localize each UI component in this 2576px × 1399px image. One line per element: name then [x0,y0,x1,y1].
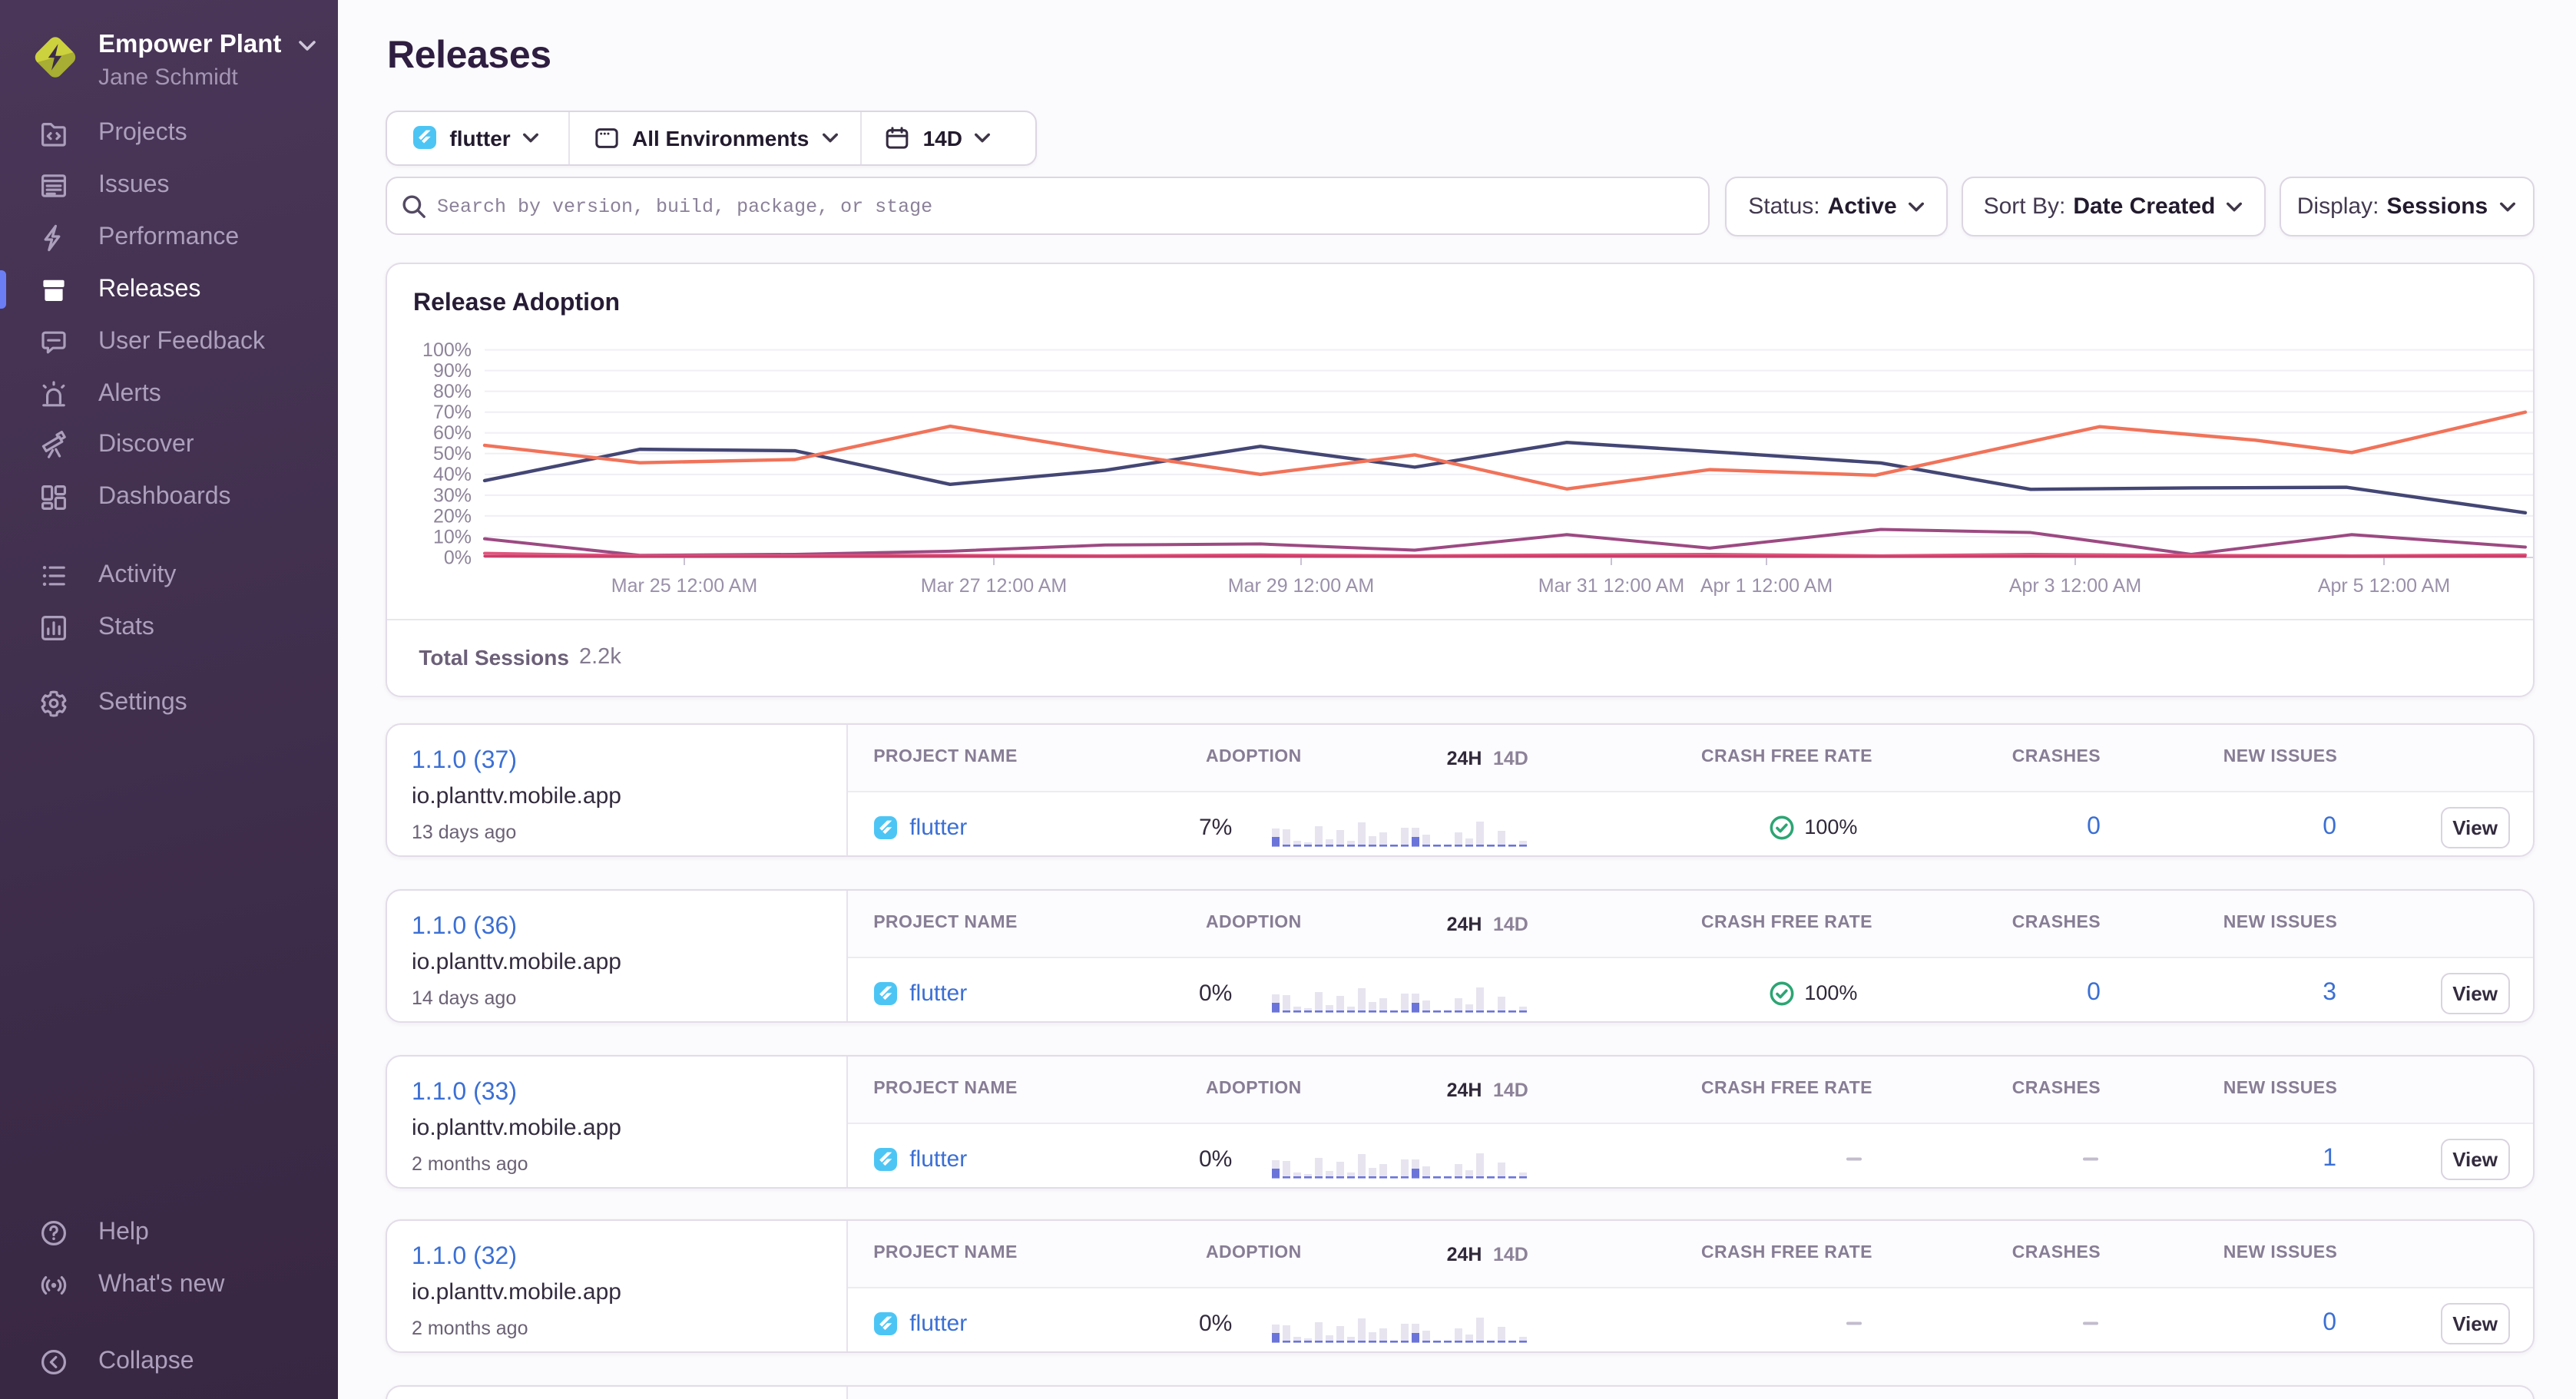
svg-text:10%: 10% [433,526,472,547]
svg-text:Apr 3 12:00 AM: Apr 3 12:00 AM [2009,575,2141,597]
svg-text:20%: 20% [433,505,472,527]
svg-text:40%: 40% [433,464,472,485]
svg-text:Apr 5 12:00 AM: Apr 5 12:00 AM [2318,575,2450,597]
svg-text:Mar 31 12:00 AM: Mar 31 12:00 AM [1538,575,1684,597]
svg-text:70%: 70% [433,402,472,423]
svg-text:Mar 27 12:00 AM: Mar 27 12:00 AM [921,575,1067,597]
svg-text:50%: 50% [433,443,472,465]
svg-text:80%: 80% [433,381,472,402]
svg-text:Mar 25 12:00 AM: Mar 25 12:00 AM [611,575,757,597]
svg-text:0%: 0% [444,547,472,568]
svg-text:Apr 1 12:00 AM: Apr 1 12:00 AM [1700,575,1833,597]
svg-text:90%: 90% [433,360,472,382]
svg-text:60%: 60% [433,422,472,444]
svg-text:Mar 29 12:00 AM: Mar 29 12:00 AM [1228,575,1374,597]
svg-text:100%: 100% [422,339,472,361]
svg-text:30%: 30% [433,485,472,506]
